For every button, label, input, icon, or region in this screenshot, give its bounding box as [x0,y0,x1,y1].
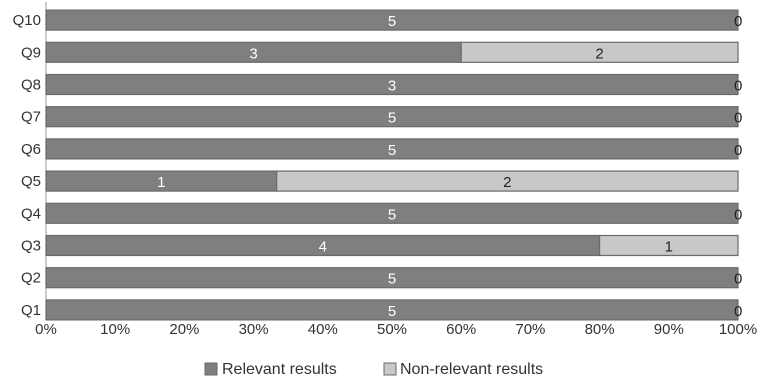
legend-label: Non-relevant results [400,361,543,378]
x-tick-label: 30% [239,321,269,338]
bar-segment-non-relevant [460,41,739,63]
data-label: 0 [734,303,742,320]
x-tick-label: 70% [515,321,545,338]
x-tick-label: 10% [100,321,130,338]
category-label: Q1 [21,302,41,319]
x-tick-label: 60% [446,321,476,338]
category-label: Q4 [21,205,41,222]
data-label: 5 [388,13,396,30]
x-tick-label: 100% [719,321,757,338]
x-tick-label: 90% [654,321,684,338]
data-label: 0 [734,78,742,95]
bar-segment-relevant [45,299,739,321]
bar-segment-non-relevant [276,170,739,192]
category-label: Q5 [21,173,41,190]
x-tick-label: 20% [169,321,199,338]
data-label: 1 [157,174,165,191]
category-label: Q8 [21,77,41,94]
data-label: 0 [734,13,742,30]
data-label: 2 [503,174,511,191]
data-label: 0 [734,206,742,223]
x-tick-label: 0% [35,321,57,338]
data-label: 0 [734,142,742,159]
legend-label: Relevant results [222,361,337,378]
bar-segment-relevant [45,138,739,160]
data-label: 5 [388,303,396,320]
category-label: Q2 [21,270,41,287]
data-label: 4 [319,239,327,256]
x-tick-label: 80% [585,321,615,338]
category-label: Q9 [21,44,41,61]
bar-segment-relevant [45,9,739,31]
category-label: Q3 [21,238,41,255]
category-label: Q10 [13,12,41,29]
data-label: 0 [734,110,742,127]
bar-segment-non-relevant [598,234,739,257]
data-label: 5 [388,142,396,159]
bar-segment-relevant [45,73,739,96]
bar-segment-relevant [45,267,739,289]
data-label: 3 [388,78,396,95]
bar-segment-relevant [45,106,739,128]
legend-swatch [383,362,397,376]
x-tick-label: 50% [377,321,407,338]
x-tick-label: 40% [308,321,338,338]
category-label: Q6 [21,141,41,158]
category-label: Q7 [21,109,41,126]
data-label: 2 [595,45,603,62]
bar-segment-relevant [45,202,739,224]
data-label: 0 [734,271,742,288]
data-label: 3 [249,45,257,62]
data-label: 5 [388,206,396,223]
data-label: 5 [388,271,396,288]
data-label: 1 [665,239,673,256]
data-label: 5 [388,110,396,127]
legend-swatch [204,362,218,376]
